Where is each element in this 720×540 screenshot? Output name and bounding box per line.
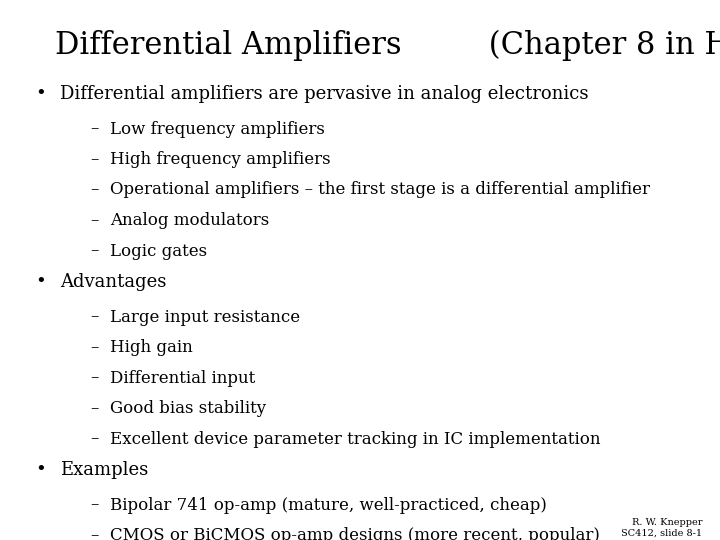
Text: –: –: [90, 430, 99, 448]
Text: Low frequency amplifiers: Low frequency amplifiers: [110, 120, 325, 138]
Text: Bipolar 741 op-amp (mature, well-practiced, cheap): Bipolar 741 op-amp (mature, well-practic…: [110, 496, 547, 514]
Text: Analog modulators: Analog modulators: [110, 212, 269, 229]
Text: Differential input: Differential input: [110, 369, 256, 387]
Text: •: •: [35, 461, 46, 479]
Text: Logic gates: Logic gates: [110, 242, 207, 260]
Text: Advantages: Advantages: [60, 273, 166, 291]
Text: •: •: [35, 85, 46, 103]
Text: R. W. Knepper
SC412, slide 8-1: R. W. Knepper SC412, slide 8-1: [621, 518, 702, 537]
Text: •: •: [35, 273, 46, 291]
Text: –: –: [90, 151, 99, 168]
Text: Operational amplifiers – the first stage is a differential amplifier: Operational amplifiers – the first stage…: [110, 181, 650, 199]
Text: –: –: [90, 339, 99, 356]
Text: –: –: [90, 181, 99, 199]
Text: Differential amplifiers are pervasive in analog electronics: Differential amplifiers are pervasive in…: [60, 85, 588, 103]
Text: High frequency amplifiers: High frequency amplifiers: [110, 151, 330, 168]
Text: Differential Amplifiers: Differential Amplifiers: [55, 30, 402, 61]
Text: High gain: High gain: [110, 339, 193, 356]
Text: –: –: [90, 496, 99, 514]
Text: CMOS or BiCMOS op-amp designs (more recent, popular): CMOS or BiCMOS op-amp designs (more rece…: [110, 527, 600, 540]
Text: Excellent device parameter tracking in IC implementation: Excellent device parameter tracking in I…: [110, 430, 600, 448]
Text: –: –: [90, 120, 99, 138]
Text: –: –: [90, 400, 99, 417]
Text: Examples: Examples: [60, 461, 148, 479]
Text: –: –: [90, 369, 99, 387]
Text: –: –: [90, 527, 99, 540]
Text: Large input resistance: Large input resistance: [110, 308, 300, 326]
Text: –: –: [90, 212, 99, 229]
Text: Good bias stability: Good bias stability: [110, 400, 266, 417]
Text: –: –: [90, 308, 99, 326]
Text: (Chapter 8 in Horenstein): (Chapter 8 in Horenstein): [480, 30, 720, 61]
Text: –: –: [90, 242, 99, 260]
